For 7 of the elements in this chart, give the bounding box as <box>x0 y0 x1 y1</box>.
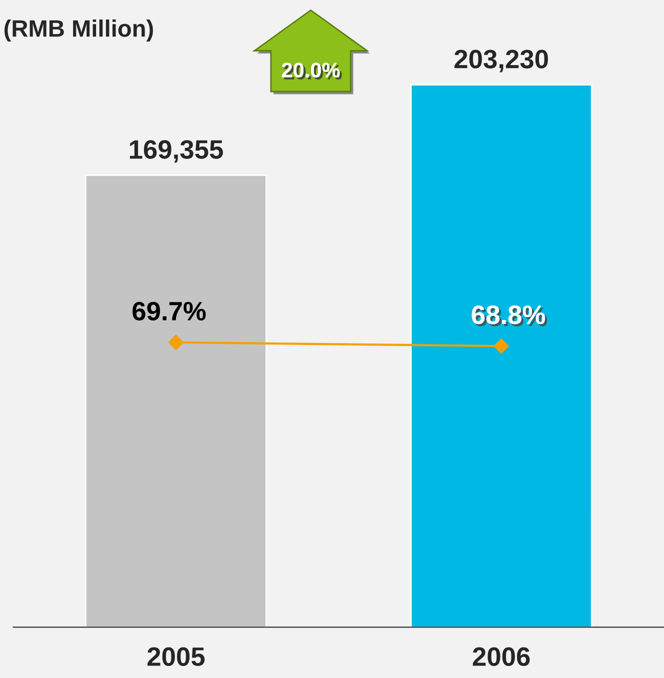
x-tick-label: 2005 <box>148 647 205 666</box>
chart-title: (RMB Million) <box>4 20 153 42</box>
x-tick-label: 2006 <box>472 647 530 666</box>
data-label: 169,355 <box>130 140 223 163</box>
data-label: 203,230 <box>454 50 548 72</box>
data-label: 69.7% <box>132 302 206 321</box>
data-label: 68.8% <box>472 306 548 326</box>
